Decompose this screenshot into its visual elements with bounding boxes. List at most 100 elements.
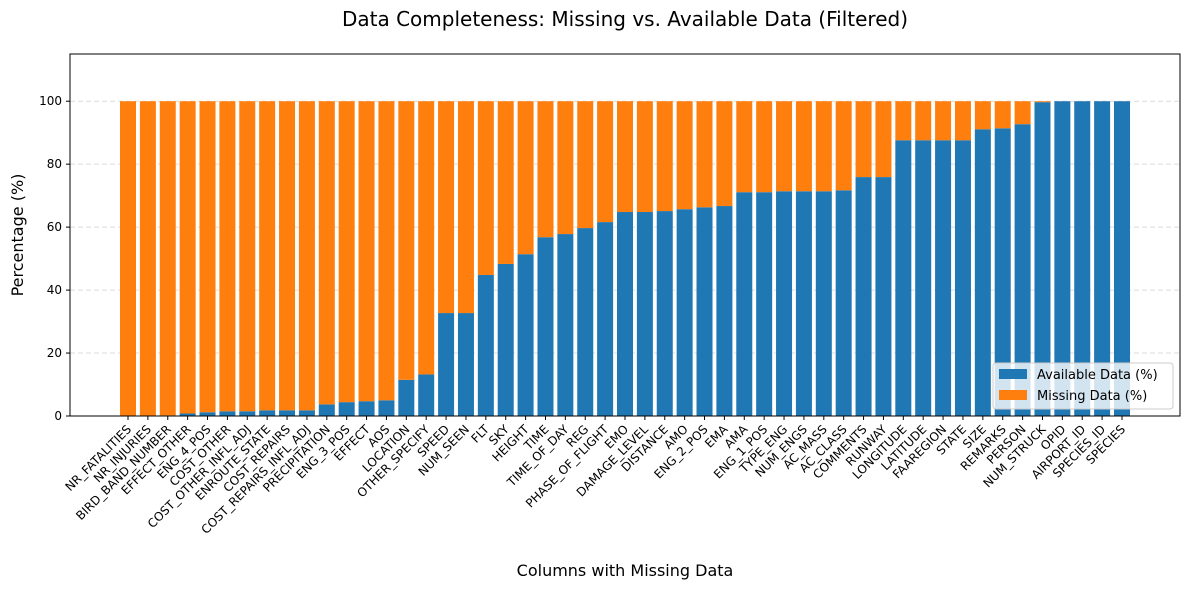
bars (120, 101, 1130, 417)
legend: Available Data (%) Missing Data (%) (992, 362, 1174, 410)
bar-missing (438, 101, 455, 314)
bar-missing (457, 101, 474, 314)
bar-missing (835, 101, 852, 191)
bar-missing (239, 101, 256, 412)
bar-missing (617, 101, 633, 213)
bar-missing (219, 101, 236, 412)
bar-available (199, 412, 216, 416)
bar-missing (537, 101, 554, 238)
bar-available (1114, 101, 1130, 416)
bar-missing (815, 101, 832, 192)
bar-missing (736, 101, 753, 193)
y-tick-label: 40 (47, 283, 62, 297)
bar-available (517, 254, 534, 416)
bar-available (1034, 102, 1051, 416)
bar-available (298, 410, 315, 416)
bar-available (1094, 101, 1111, 416)
bar-available (577, 228, 594, 416)
bar-available (1014, 124, 1031, 416)
bar-missing (139, 101, 156, 416)
bar-available (895, 140, 912, 416)
bar-available (736, 192, 753, 416)
bar-missing (1014, 101, 1031, 125)
bar-missing (298, 101, 315, 411)
bar-available (636, 212, 653, 416)
bar-missing (179, 101, 196, 414)
bar-missing (716, 101, 733, 207)
bar-available (835, 190, 852, 416)
bar-missing (120, 101, 136, 416)
bar-available (259, 410, 276, 416)
legend-swatch-missing (999, 390, 1027, 400)
bar-available (696, 207, 713, 416)
bar-missing (776, 101, 793, 192)
bar-available (676, 209, 693, 416)
bar-available (418, 374, 435, 416)
y-tick-label: 0 (54, 409, 62, 423)
bar-missing (517, 101, 534, 255)
bar-missing (994, 101, 1011, 129)
legend-box (992, 362, 1174, 410)
bar-available (935, 140, 952, 416)
x-axis-label: Columns with Missing Data (517, 561, 734, 580)
y-tick-label: 20 (47, 346, 62, 360)
bar-missing (199, 101, 216, 413)
bar-missing (1034, 101, 1051, 103)
bar-available (219, 411, 236, 416)
bar-available (597, 222, 614, 416)
bar-missing (259, 101, 276, 411)
y-tick-label: 100 (39, 94, 62, 108)
bar-missing (935, 101, 952, 141)
bar-available (557, 234, 574, 416)
bar-available (776, 191, 793, 416)
bar-missing (279, 101, 296, 411)
bar-available (537, 237, 554, 416)
bar-available (954, 140, 971, 416)
bar-missing (915, 101, 932, 141)
bar-missing (636, 101, 653, 213)
chart-title: Data Completeness: Missing vs. Available… (342, 7, 908, 31)
bar-available (497, 263, 514, 416)
bar-available (617, 212, 633, 416)
legend-label-missing: Missing Data (%) (1037, 389, 1147, 404)
y-axis-label: Percentage (%) (8, 174, 27, 297)
bar-available (1074, 101, 1091, 416)
bar-available (815, 191, 832, 416)
bar-missing (318, 101, 335, 405)
bar-missing (756, 101, 773, 193)
bar-available (1054, 101, 1071, 416)
y-tick-label: 60 (47, 220, 62, 234)
bar-available (795, 191, 812, 416)
bar-available (477, 274, 494, 416)
bar-missing (577, 101, 594, 229)
bar-available (378, 400, 395, 416)
bar-missing (855, 101, 872, 178)
bar-available (875, 177, 892, 416)
bar-missing (159, 101, 176, 416)
bar-available (974, 129, 991, 417)
bar-available (179, 413, 196, 416)
bar-available (855, 177, 872, 416)
bar-available (656, 211, 673, 416)
bar-missing (477, 101, 494, 275)
bar-missing (597, 101, 614, 223)
bar-available (358, 401, 375, 416)
y-axis: 0 20 40 60 80 100 (39, 94, 70, 423)
bar-missing (398, 101, 415, 380)
bar-missing (875, 101, 892, 178)
bar-missing (418, 101, 435, 375)
y-tick-label: 80 (47, 157, 62, 171)
bar-missing (557, 101, 574, 235)
bar-missing (497, 101, 514, 264)
bar-available (756, 192, 773, 416)
bar-available (279, 410, 296, 416)
bar-available (915, 140, 932, 416)
x-axis: NR_FATALITIESNR_INJURIESBIRD_BAND_NUMBER… (62, 416, 1128, 537)
bar-available (716, 206, 733, 416)
bar-available (398, 379, 415, 416)
bar-available (318, 404, 335, 416)
bar-available (438, 313, 455, 416)
legend-label-available: Available Data (%) (1037, 368, 1158, 383)
bar-available (239, 411, 256, 416)
